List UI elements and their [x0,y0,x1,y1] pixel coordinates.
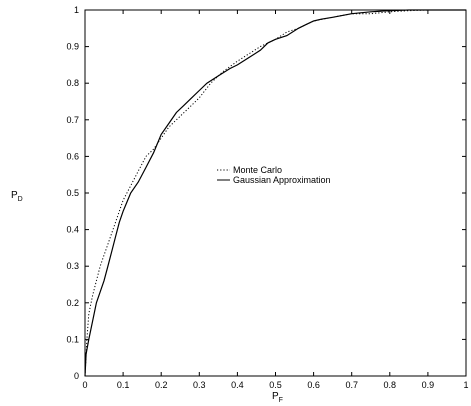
y-tick-label: 1 [74,5,79,15]
x-tick-label: 0.4 [231,380,244,390]
series-line-monte-carlo [84,9,466,377]
x-axis-label-main: P [272,391,279,402]
x-tick-label: 1 [463,380,468,390]
x-tick-label: 0.3 [193,380,206,390]
x-tick-label: 0.7 [345,380,358,390]
series-line-gaussian-approximation [84,9,466,377]
y-tick-label: 0.3 [66,261,79,271]
y-axis-label-sub: D [18,196,23,203]
x-tick-label: 0 [82,380,87,390]
x-tick-label: 0.8 [384,380,397,390]
x-axis-label: PF [272,391,283,404]
y-tick-label: 0.6 [66,151,79,161]
x-tick-label: 0.1 [117,380,130,390]
legend-label-monte-carlo: Monte Carlo [233,165,282,175]
y-tick-label: 0.2 [66,298,79,308]
x-tick-label: 0.6 [307,380,320,390]
axis-labels: PF PD [11,190,283,404]
x-tick-label: 0.5 [269,380,282,390]
y-axis-label-main: P [11,190,18,201]
plot-area [84,9,467,377]
x-tick-label: 0.2 [155,380,168,390]
y-axis-ticks: 0 0.1 0.2 0.3 0.4 0.5 0.6 0.7 0.8 0.9 1 [66,5,466,381]
y-tick-label: 0 [74,371,79,381]
y-tick-label: 0.8 [66,78,79,88]
x-tick-label: 0.9 [422,380,435,390]
x-axis-label-sub: F [279,397,283,404]
legend-label-gaussian-approximation: Gaussian Approximation [233,175,331,185]
x-axis-ticks: 0 0.1 0.2 0.3 0.4 0.5 0.6 0.7 0.8 0.9 1 [82,10,469,390]
y-tick-label: 0.4 [66,225,79,235]
y-tick-label: 0.5 [66,188,79,198]
y-tick-label: 0.9 [66,42,79,52]
series-layer [84,9,466,377]
y-tick-label: 0.1 [66,334,79,344]
y-axis-label: PD [11,190,23,203]
y-tick-label: 0.7 [66,115,79,125]
